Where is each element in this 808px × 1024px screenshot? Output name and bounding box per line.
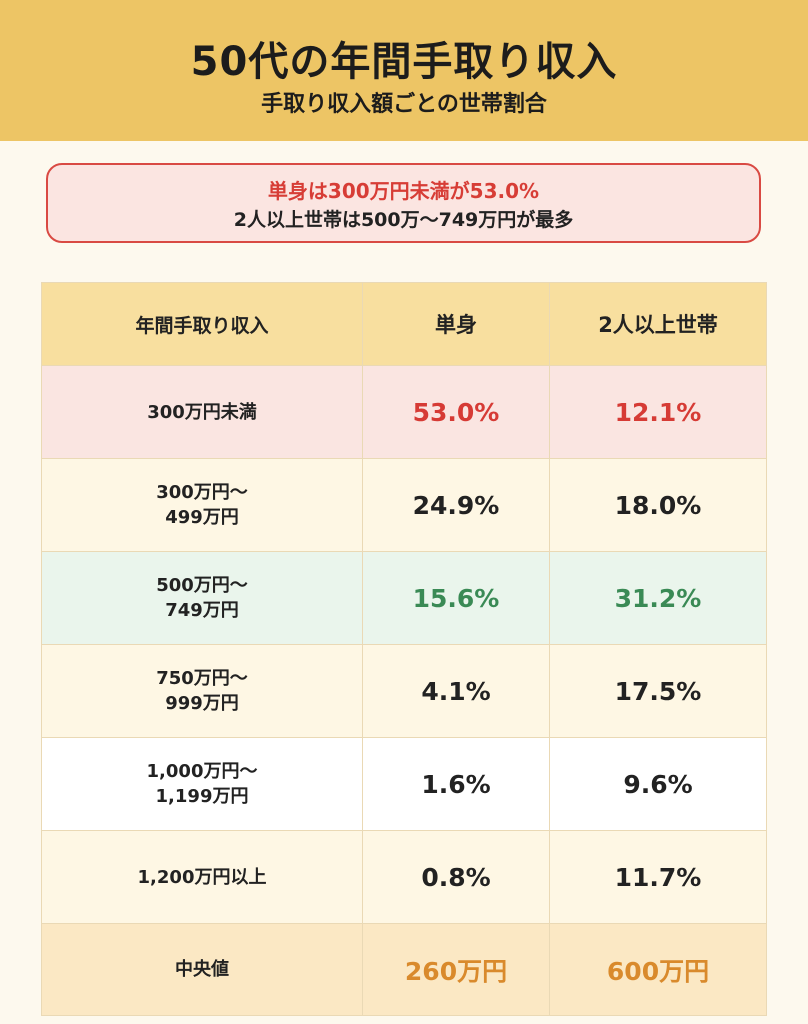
multi-value-cell: 17.5% bbox=[549, 644, 767, 738]
row-label-text: 300万円未満 bbox=[147, 401, 257, 423]
single-median-cell: 260万円 bbox=[362, 923, 550, 1016]
multi-value-cell: 18.0% bbox=[549, 458, 767, 552]
multi-value-cell: 9.6% bbox=[549, 737, 767, 831]
table-header-row: 年間手取り収入 単身 2人以上世帯 bbox=[41, 282, 767, 366]
single-value-cell: 24.9% bbox=[362, 458, 550, 552]
row-label-text: 750万円～ 999万円 bbox=[156, 668, 248, 714]
column-header-single: 単身 bbox=[362, 282, 550, 366]
page-title: 50代の年間手取り収入 bbox=[190, 39, 618, 85]
multi-median-cell: 600万円 bbox=[549, 923, 767, 1016]
row-label: 500万円～ 749万円 bbox=[41, 551, 363, 645]
table-row: 300万円未満 53.0% 12.1% bbox=[41, 365, 767, 459]
table-row: 500万円～ 749万円 15.6% 31.2% bbox=[41, 551, 767, 645]
column-header-multi: 2人以上世帯 bbox=[549, 282, 767, 366]
callout-line-single: 単身は300万円未満が53.0% bbox=[267, 179, 540, 203]
single-value-cell: 15.6% bbox=[362, 551, 550, 645]
table-row: 750万円～ 999万円 4.1% 17.5% bbox=[41, 644, 767, 738]
single-value-cell: 53.0% bbox=[362, 365, 550, 459]
row-label-text: 500万円～ 749万円 bbox=[156, 575, 248, 621]
row-label: 300万円未満 bbox=[41, 365, 363, 459]
multi-value-cell: 12.1% bbox=[549, 365, 767, 459]
multi-value-cell: 11.7% bbox=[549, 830, 767, 924]
row-label: 300万円～ 499万円 bbox=[41, 458, 363, 552]
median-label: 中央値 bbox=[41, 923, 363, 1016]
row-label: 1,000万円～ 1,199万円 bbox=[41, 737, 363, 831]
multi-value-cell: 31.2% bbox=[549, 551, 767, 645]
row-label-text: 中央値 bbox=[175, 959, 229, 980]
single-value-cell: 4.1% bbox=[362, 644, 550, 738]
median-row: 中央値 260万円 600万円 bbox=[41, 923, 767, 1016]
table-row: 1,000万円～ 1,199万円 1.6% 9.6% bbox=[41, 737, 767, 831]
table-row: 300万円～ 499万円 24.9% 18.0% bbox=[41, 458, 767, 552]
callout-line-multi: 2人以上世帯は500万～749万円が最多 bbox=[233, 209, 574, 231]
single-value-cell: 0.8% bbox=[362, 830, 550, 924]
column-header-income: 年間手取り収入 bbox=[41, 282, 363, 366]
row-label: 750万円～ 999万円 bbox=[41, 644, 363, 738]
income-table: 年間手取り収入 単身 2人以上世帯 300万円未満 53.0% 12.1% 30… bbox=[41, 282, 767, 1016]
summary-callout: 単身は300万円未満が53.0% 2人以上世帯は500万～749万円が最多 bbox=[46, 163, 761, 243]
row-label-text: 300万円～ 499万円 bbox=[156, 482, 248, 528]
page-subtitle: 手取り収入額ごとの世帯割合 bbox=[261, 92, 547, 117]
header-banner: 50代の年間手取り収入 手取り収入額ごとの世帯割合 bbox=[0, 0, 808, 141]
row-label: 1,200万円以上 bbox=[41, 830, 363, 924]
row-label-text: 1,200万円以上 bbox=[137, 866, 267, 888]
table-row: 1,200万円以上 0.8% 11.7% bbox=[41, 830, 767, 924]
row-label-text: 1,000万円～ 1,199万円 bbox=[146, 761, 258, 807]
single-value-cell: 1.6% bbox=[362, 737, 550, 831]
